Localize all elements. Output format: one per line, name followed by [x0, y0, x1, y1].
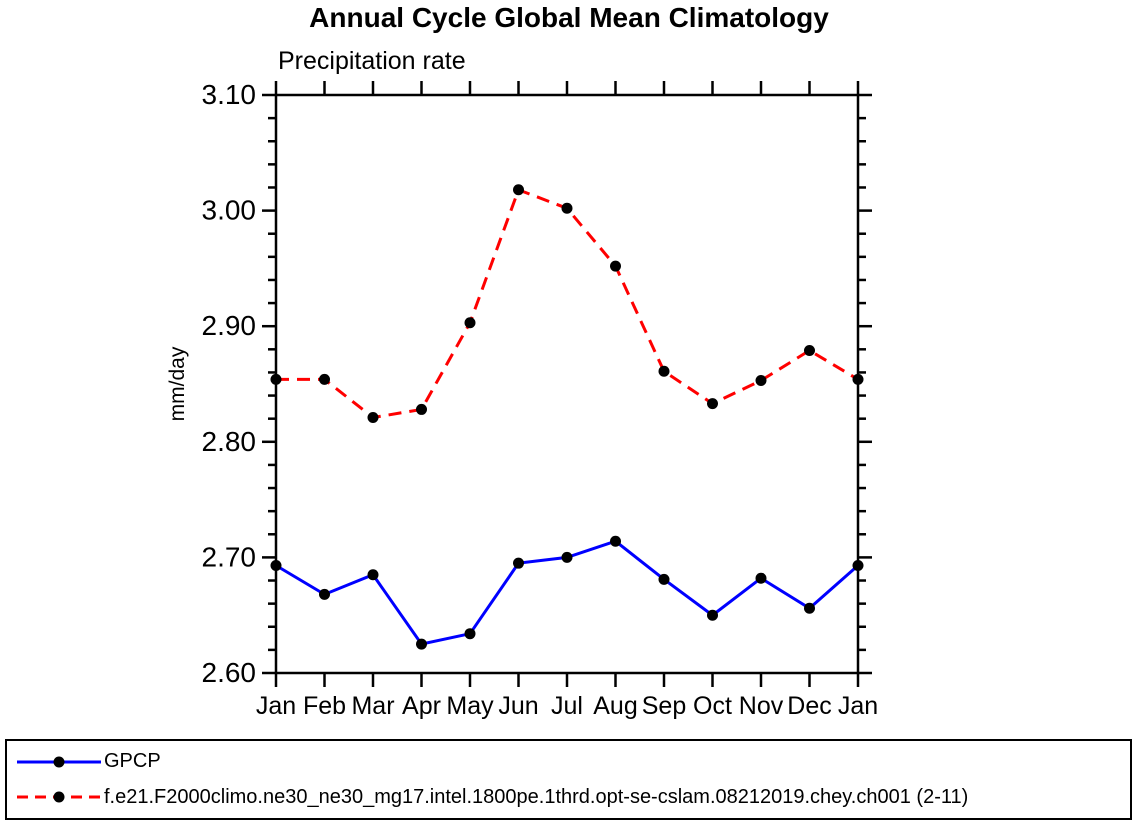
x-tick-label: Jan: [838, 692, 878, 720]
data-point-marker: [464, 317, 476, 329]
legend: GPCP f.e21.F2000climo.ne30_ne30_mg17.int…: [5, 739, 1132, 820]
legend-item-gpcp: GPCP: [15, 745, 1130, 779]
x-tick-label: Sep: [642, 692, 686, 720]
data-point-marker: [319, 373, 330, 385]
data-point-marker: [513, 557, 524, 569]
data-point-marker: [367, 412, 379, 424]
legend-line-swatch-dashed: [17, 791, 101, 803]
data-point-marker: [561, 551, 573, 563]
data-point-marker: [610, 535, 621, 547]
data-point-marker: [367, 569, 379, 581]
data-point-marker: [270, 559, 282, 571]
x-tick-label: Jul: [551, 692, 583, 720]
legend-line-swatch-solid: [17, 756, 101, 768]
x-tick-label: Jan: [256, 692, 296, 720]
data-point-marker: [416, 403, 427, 415]
y-tick-label: 2.60: [202, 657, 257, 688]
data-point-marker: [852, 559, 864, 571]
y-tick-label: 2.90: [202, 310, 257, 341]
data-point-marker: [755, 375, 767, 387]
data-point-marker: [755, 572, 767, 584]
data-point-marker: [610, 260, 621, 272]
x-tick-label: May: [446, 692, 494, 720]
data-point-marker: [270, 373, 282, 385]
y-axis-title: mm/day: [166, 346, 189, 421]
y-tick-label: 2.80: [202, 426, 257, 457]
series-line-1: [276, 187, 859, 420]
x-tick-label: Mar: [351, 692, 394, 720]
data-point-marker: [464, 628, 476, 640]
data-point-marker: [804, 344, 815, 356]
data-point-marker: [319, 588, 330, 600]
chart-subtitle: Precipitation rate: [278, 47, 466, 75]
legend-label-model: f.e21.F2000climo.ne30_ne30_mg17.intel.18…: [104, 785, 969, 808]
y-tick-label: 3.10: [202, 79, 257, 110]
plot-frame: [274, 93, 860, 675]
data-point-marker: [513, 184, 524, 196]
legend-marker-icon: [53, 756, 65, 768]
data-point-marker: [658, 365, 670, 377]
data-point-marker: [658, 573, 670, 585]
data-point-marker: [707, 398, 718, 410]
chart-title: Annual Cycle Global Mean Climatology: [309, 2, 829, 33]
legend-marker-icon: [53, 791, 65, 803]
data-point-marker: [707, 609, 718, 621]
legend-label-gpcp: GPCP: [104, 750, 161, 773]
y-tick-label: 2.70: [202, 541, 257, 572]
data-point-marker: [852, 373, 864, 385]
legend-item-model: f.e21.F2000climo.ne30_ne30_mg17.intel.18…: [15, 780, 1130, 814]
data-point-marker: [804, 602, 815, 614]
x-tick-label: Nov: [739, 692, 784, 720]
x-tick-label: Apr: [402, 692, 441, 720]
x-tick-label: Dec: [787, 692, 831, 720]
data-point-marker: [416, 638, 427, 650]
x-tick-label: Jun: [498, 692, 538, 720]
x-tick-label: Aug: [593, 692, 637, 720]
y-tick-label: 3.00: [202, 195, 257, 226]
data-point-marker: [561, 202, 573, 214]
x-tick-label: Feb: [303, 692, 346, 720]
x-tick-label: Oct: [693, 692, 732, 720]
